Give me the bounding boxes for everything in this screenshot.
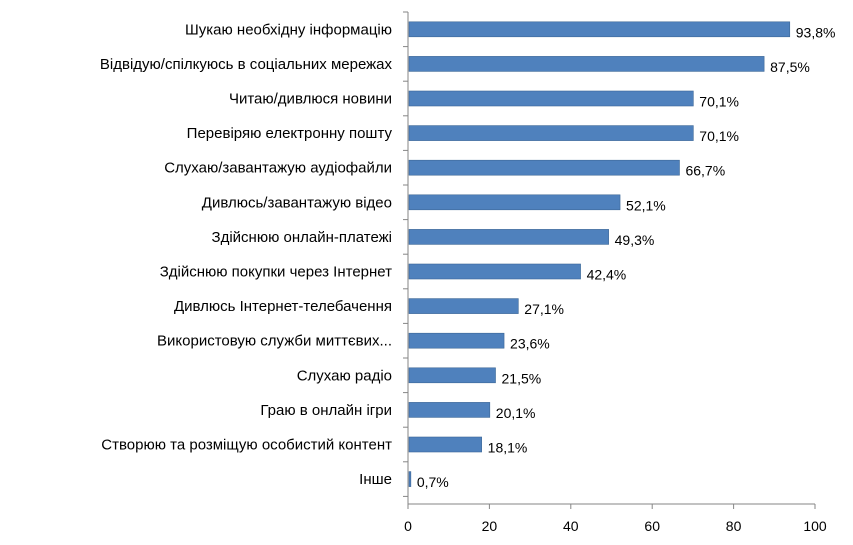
bar (408, 56, 765, 72)
category-label: Здійснюю онлайн-платежі (212, 229, 392, 246)
category-label: Створюю та розміщую особистий контент (101, 437, 392, 454)
data-label: 42,4% (587, 267, 627, 283)
category-label: Здійснюю покупки через Інтернет (160, 264, 392, 281)
x-tick-label: 0 (404, 518, 412, 534)
category-label: Слухаю/завантажую аудіофайли (164, 160, 392, 177)
category-label: Шукаю необхідну інформацію (185, 21, 392, 38)
category-label: Дивлюсь Інтернет-телебачення (174, 298, 392, 315)
x-tick-label: 80 (726, 518, 742, 534)
bar (408, 90, 694, 107)
data-label: 21,5% (502, 370, 542, 386)
bar (408, 159, 680, 176)
category-label: Використовую служби миттєвих... (157, 333, 392, 350)
bar (408, 263, 581, 280)
bar (408, 332, 505, 349)
bar (408, 298, 519, 314)
bars-layer (408, 21, 791, 487)
data-label: 87,5% (770, 59, 810, 75)
category-label: Граю в онлайн ігри (260, 402, 392, 419)
axes-layer: 0 20 40 60 80 100 (403, 11, 827, 534)
category-label: Читаю/дивлюся новини (229, 91, 392, 108)
data-label: 18,1% (488, 440, 528, 456)
category-label: Інше (359, 471, 392, 488)
x-tick-label: 40 (563, 518, 579, 534)
data-label: 27,1% (524, 301, 564, 317)
x-tick-label: 20 (482, 518, 498, 534)
x-tick-label: 100 (803, 518, 827, 534)
bar (408, 125, 694, 141)
bar (408, 194, 621, 211)
bar (408, 402, 491, 418)
data-label: 66,7% (685, 163, 725, 179)
data-label: 20,1% (496, 405, 536, 421)
x-tick-label: 60 (644, 518, 660, 534)
data-label: 70,1% (699, 128, 739, 144)
data-label: 70,1% (699, 94, 739, 110)
bar (408, 229, 609, 245)
category-label: Слухаю радіо (297, 367, 392, 384)
bar (408, 471, 412, 487)
data-label: 52,1% (626, 197, 666, 213)
category-label: Відвідую/спілкуюсь в соціальних мережах (100, 56, 393, 73)
bar (408, 436, 482, 453)
data-label: 93,8% (796, 24, 836, 40)
data-label: 49,3% (615, 232, 655, 248)
bar (408, 367, 496, 384)
data-label: 0,7% (417, 474, 449, 490)
labels-layer: Шукаю необхідну інформацію 93,8% Відвідую/… (100, 21, 836, 490)
category-label: Дивлюсь/завантажую відео (202, 194, 392, 211)
category-label: Перевіряю електронну пошту (187, 125, 393, 142)
data-label: 23,6% (510, 336, 550, 352)
bar (408, 21, 791, 38)
